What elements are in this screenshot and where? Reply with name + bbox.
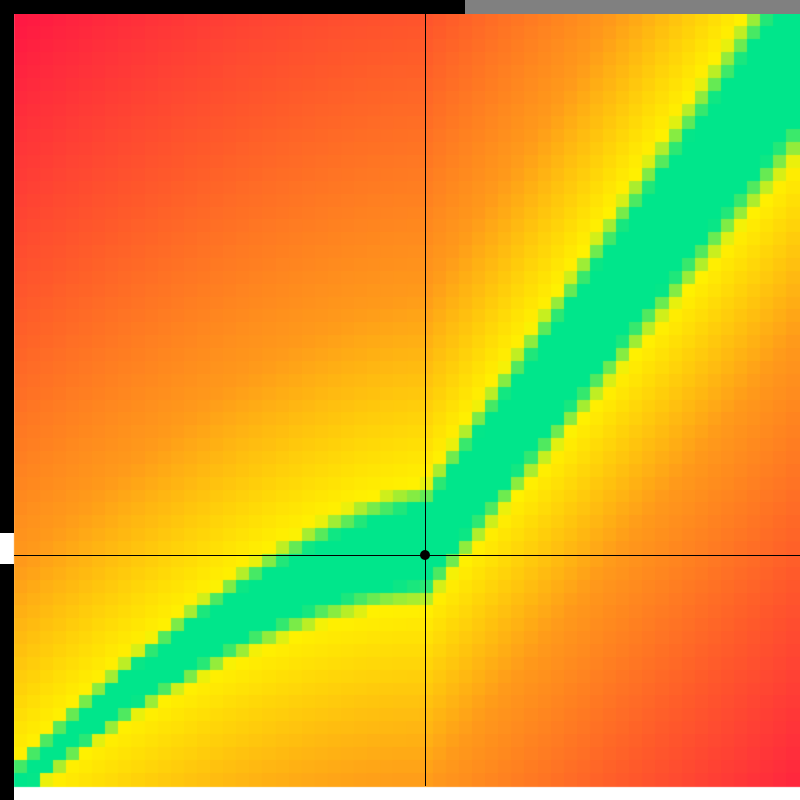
left-bar-lower bbox=[0, 564, 14, 800]
top-bar-gray bbox=[465, 0, 800, 14]
y-axis bbox=[425, 14, 426, 786]
top-bar-black bbox=[0, 0, 465, 14]
x-axis bbox=[14, 555, 800, 556]
left-bar-upper bbox=[0, 14, 14, 533]
heatmap-canvas bbox=[0, 0, 800, 800]
origin-point bbox=[420, 550, 430, 560]
